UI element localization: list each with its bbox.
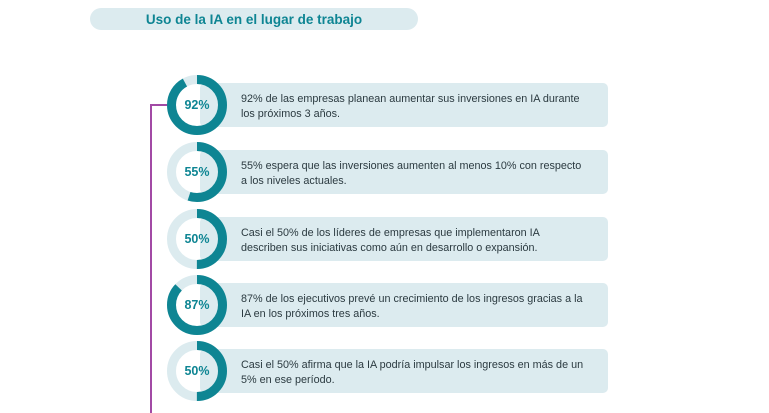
stat-card: 87% de los ejecutivos prevé un crecimien… [200,283,608,327]
page-title: Uso de la IA en el lugar de trabajo [90,8,418,30]
stat-description: Casi el 50% afirma que la IA podría impu… [241,359,584,386]
stat-card: 92% de las empresas planean aumentar sus… [200,83,608,127]
stat-card: Casi el 50% afirma que la IA podría impu… [200,349,608,393]
percent-label: 50% [184,364,210,378]
percent-label: 87% [184,298,210,312]
page-title-text: Uso de la IA en el lugar de trabajo [145,11,363,27]
donut-gauge [167,275,227,335]
timeline-vertical-line [150,104,152,413]
percent-label: 50% [184,232,210,246]
stat-row-5: Casi el 50% afirma que la IA podría impu… [0,339,769,403]
stat-card: 55% espera que las inversiones aumenten … [200,150,608,194]
donut-gauge [167,341,227,401]
timeline-connector [150,104,168,106]
percent-label: 92% [184,98,210,112]
stat-card: Casi el 50% de los líderes de empresas q… [200,217,608,261]
stat-description: Casi el 50% de los líderes de empresas q… [241,227,540,254]
donut-gauge [167,75,227,135]
stat-row-3: Casi el 50% de los líderes de empresas q… [0,207,769,271]
stat-description: 92% de las empresas planean aumentar sus… [241,93,580,120]
donut-gauge [167,142,227,202]
donut-gauge [167,209,227,269]
stat-row-2: 55% espera que las inversiones aumenten … [0,140,769,204]
stat-description: 55% espera que las inversiones aumenten … [241,160,582,187]
percent-label: 55% [184,165,210,179]
stat-row-4: 87% de los ejecutivos prevé un crecimien… [0,273,769,337]
stat-description: 87% de los ejecutivos prevé un crecimien… [241,293,583,320]
stat-row-1: 92% de las empresas planean aumentar sus… [0,73,769,137]
